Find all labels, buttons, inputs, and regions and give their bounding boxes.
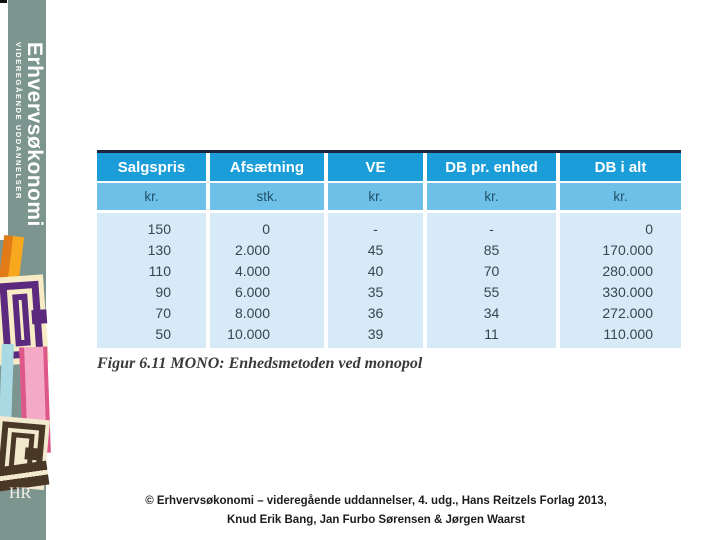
- col-header-ve: VE: [328, 153, 423, 181]
- column-values-db-pr-enhed: - 85 70 55 34 11: [427, 213, 556, 348]
- publisher-logo: HR: [9, 484, 31, 504]
- table-header-row: Salgspris Afsætning VE DB pr. enhed DB i…: [97, 153, 681, 181]
- cell-value: 36: [367, 305, 384, 321]
- cell-value: 6.000: [234, 284, 270, 300]
- table-unit-row: kr. stk. kr. kr. kr.: [97, 183, 681, 210]
- copyright-line-1: © Erhvervsøkonomi – videregående uddanne…: [145, 495, 607, 507]
- cell-value: 85: [483, 242, 500, 258]
- cell-value: 0: [262, 221, 270, 237]
- cell-value: 272.000: [602, 305, 653, 321]
- cell-value: 70: [483, 263, 500, 279]
- cell-value: 8.000: [234, 305, 270, 321]
- unit-db-pr-enhed: kr.: [427, 183, 556, 210]
- cell-value: 39: [367, 326, 384, 342]
- mono-table: Salgspris Afsætning VE DB pr. enhed DB i…: [97, 150, 681, 348]
- cell-value: 110: [148, 263, 171, 279]
- cell-value: 150: [147, 221, 171, 237]
- cell-value: 110.000: [603, 326, 653, 342]
- art-purple-inner-ring: [12, 293, 48, 347]
- unit-salgspris: kr.: [97, 183, 206, 210]
- column-values-ve: - 45 40 35 36 39: [328, 213, 423, 348]
- cell-value: 0: [645, 221, 653, 237]
- copyright-footer: © Erhvervsøkonomi – videregående uddanne…: [46, 492, 706, 530]
- art-brown-core: [24, 447, 39, 461]
- cell-value: 4.000: [234, 263, 270, 279]
- series-subtitle: VIDEREGÅENDE UDDANNELSER: [14, 42, 23, 200]
- unit-ve: kr.: [328, 183, 423, 210]
- sidebar-artwork: Erhvervsøkonomi VIDEREGÅENDE UDDANNELSER…: [0, 0, 51, 540]
- cell-value: 35: [367, 284, 384, 300]
- col-header-salgspris: Salgspris: [97, 153, 206, 181]
- col-header-afsaetning: Afsætning: [210, 153, 324, 181]
- table-body: 150 130 110 90 70 50 0 2.000 4.000 6.000…: [97, 213, 681, 348]
- series-title: Erhvervsøkonomi: [23, 42, 46, 227]
- cell-value: 50: [155, 326, 171, 342]
- col-header-db-pr-enhed: DB pr. enhed: [427, 153, 556, 181]
- col-header-db-i-alt: DB i alt: [560, 153, 681, 181]
- cell-value: 330.000: [602, 284, 653, 300]
- column-values-afsaetning: 0 2.000 4.000 6.000 8.000 10.000: [210, 213, 324, 348]
- publisher-logo-text: HR: [9, 485, 32, 502]
- corner-mark: [0, 0, 7, 3]
- column-values-db-i-alt: 0 170.000 280.000 330.000 272.000 110.00…: [560, 213, 681, 348]
- cell-value: 40: [367, 263, 384, 279]
- cell-value: 11: [484, 326, 499, 342]
- cell-value: 90: [155, 284, 171, 300]
- art-purple-core: [31, 309, 48, 325]
- cell-value: -: [373, 221, 378, 237]
- unit-db-i-alt: kr.: [560, 183, 681, 210]
- copyright-line-2: Knud Erik Bang, Jan Furbo Sørensen & Jør…: [227, 514, 525, 526]
- cell-value: 10.000: [227, 326, 270, 342]
- cell-value: 280.000: [602, 263, 653, 279]
- cell-value: 45: [367, 242, 384, 258]
- series-spine-text: Erhvervsøkonomi VIDEREGÅENDE UDDANNELSER: [8, 42, 46, 227]
- unit-afsaetning: stk.: [210, 183, 324, 210]
- table-top-border: [97, 150, 681, 153]
- cell-value: 34: [483, 305, 500, 321]
- cell-value: -: [489, 221, 494, 237]
- figure-caption: Figur 6.11 MONO: Enhedsmetoden ved monop…: [97, 355, 423, 372]
- cell-value: 2.000: [234, 242, 270, 258]
- cell-value: 170.000: [602, 242, 653, 258]
- cell-value: 130: [147, 242, 171, 258]
- cell-value: 55: [483, 284, 500, 300]
- column-values-salgspris: 150 130 110 90 70 50: [97, 213, 206, 348]
- cell-value: 70: [155, 305, 171, 321]
